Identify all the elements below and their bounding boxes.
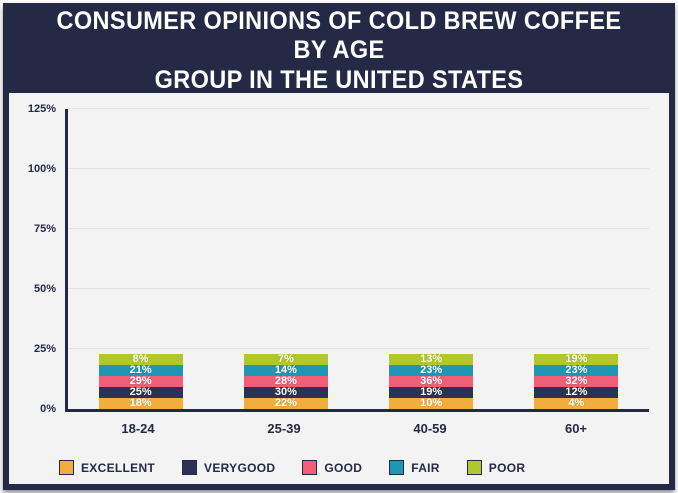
legend-swatch xyxy=(302,460,318,475)
bar-segment-excellent: 10% xyxy=(389,397,474,409)
bar-segment-value: 8% xyxy=(132,353,149,365)
legend: EXCELLENT VERYGOOD GOOD FAIR POOR xyxy=(59,460,669,475)
bar-segment-value: 14% xyxy=(274,364,297,376)
gridline xyxy=(68,228,649,229)
bar-segment-poor: 7% xyxy=(243,353,328,365)
legend-swatch xyxy=(389,460,405,475)
bar-segment-fair: 23% xyxy=(389,364,474,376)
plot-row: 0% 25% 50% 75% 100% 125% 18% 25% 29% 21% 8% 22% 30%… xyxy=(17,103,649,415)
stacked-bar-18-24: 18% 25% 29% 21% 8% xyxy=(98,353,183,409)
bar-segment-poor: 8% xyxy=(98,353,183,365)
y-tick-label: 125% xyxy=(27,103,56,115)
legend-label: VERYGOOD xyxy=(204,460,276,475)
stacked-bar-40-59: 10% 19% 36% 23% 13% xyxy=(389,353,474,409)
gridline xyxy=(68,108,649,109)
y-axis: 0% 25% 50% 75% 100% 125% xyxy=(17,103,65,415)
x-axis-labels: 18-24 25-39 40-59 60+ xyxy=(65,412,649,436)
bar-segment-value: 32% xyxy=(565,375,588,387)
chart-title-line1: CONSUMER OPINIONS OF COLD BREW COFFEE BY… xyxy=(56,6,622,65)
bar-segment-verygood: 30% xyxy=(243,386,328,398)
stacked-bar-25-39: 22% 30% 28% 14% 7% xyxy=(243,353,328,409)
chart-card: CONSUMER OPINIONS OF COLD BREW COFFEE BY… xyxy=(3,3,675,490)
gridline xyxy=(68,348,649,349)
bar-segment-excellent: 4% xyxy=(534,397,619,409)
bar-segment-value: 12% xyxy=(565,386,588,398)
bar-segment-value: 22% xyxy=(274,397,297,409)
bar-segment-value: 13% xyxy=(420,353,443,365)
legend-swatch xyxy=(466,460,482,475)
legend-label: GOOD xyxy=(324,460,363,475)
y-tick-label: 75% xyxy=(33,223,56,235)
bar-segment-fair: 23% xyxy=(534,364,619,376)
y-tick-label: 25% xyxy=(33,343,56,355)
gridline xyxy=(68,288,649,289)
bar-segment-poor: 19% xyxy=(534,353,619,365)
bar-segment-value: 21% xyxy=(129,364,152,376)
bar-segment-value: 19% xyxy=(565,353,588,365)
bar-segment-value: 10% xyxy=(420,397,443,409)
gridline xyxy=(68,168,649,169)
bar-segment-value: 28% xyxy=(274,375,297,387)
bar-segment-value: 36% xyxy=(420,375,443,387)
chart-title: CONSUMER OPINIONS OF COLD BREW COFFEE BY… xyxy=(48,7,631,96)
legend-swatch xyxy=(182,460,198,475)
y-tick-label: 100% xyxy=(27,163,56,175)
bar-segment-value: 23% xyxy=(420,364,443,376)
bar-segment-verygood: 25% xyxy=(98,386,183,398)
legend-item-verygood: VERYGOOD xyxy=(182,460,275,475)
bar-segment-fair: 14% xyxy=(243,364,328,376)
legend-item-excellent: EXCELLENT xyxy=(59,460,155,475)
bar-segment-excellent: 22% xyxy=(243,397,328,409)
stacked-bar-60+: 4% 12% 32% 23% 19% xyxy=(534,353,619,409)
chart-area: 0% 25% 50% 75% 100% 125% 18% 25% 29% 21% 8% 22% 30%… xyxy=(17,103,649,436)
legend-label: POOR xyxy=(488,460,526,475)
legend-item-fair: FAIR xyxy=(389,460,440,475)
bar-segment-fair: 21% xyxy=(98,364,183,376)
bar-segment-excellent: 18% xyxy=(98,397,183,409)
plot-area: 18% 25% 29% 21% 8% 22% 30% 28% 14% 7% 10% 19% 36% 23%… xyxy=(65,108,649,412)
bar-segment-poor: 13% xyxy=(389,353,474,365)
bar-segment-verygood: 12% xyxy=(534,386,619,398)
legend-label: FAIR xyxy=(411,460,440,475)
x-axis-label-25-39: 25-39 xyxy=(267,421,301,436)
bar-segment-value: 7% xyxy=(277,353,294,365)
chart-title-line2: GROUP IN THE UNITED STATES xyxy=(154,65,524,94)
legend-label: EXCELLENT xyxy=(81,460,156,475)
legend-item-good: GOOD xyxy=(302,460,362,475)
x-axis-label-60+: 60+ xyxy=(564,421,588,436)
bar-segment-verygood: 19% xyxy=(389,386,474,398)
bar-segment-value: 29% xyxy=(129,375,152,387)
x-axis-label-40-59: 40-59 xyxy=(413,421,447,436)
bars-container: 18% 25% 29% 21% 8% 22% 30% 28% 14% 7% 10% 19% 36% 23%… xyxy=(68,109,649,409)
bar-segment-value: 4% xyxy=(568,397,585,409)
bar-segment-good: 28% xyxy=(243,375,328,387)
bar-segment-value: 18% xyxy=(129,397,152,409)
x-axis-label-18-24: 18-24 xyxy=(121,421,155,436)
bar-segment-value: 25% xyxy=(129,386,152,398)
legend-item-poor: POOR xyxy=(466,460,526,475)
y-tick-label: 50% xyxy=(33,283,56,295)
chart-header: CONSUMER OPINIONS OF COLD BREW COFFEE BY… xyxy=(9,7,669,96)
bar-segment-value: 23% xyxy=(565,364,588,376)
bar-segment-good: 36% xyxy=(389,375,474,387)
bar-segment-good: 32% xyxy=(534,375,619,387)
bar-segment-value: 19% xyxy=(420,386,443,398)
bar-segment-value: 30% xyxy=(274,386,297,398)
y-tick-label: 0% xyxy=(40,403,56,415)
legend-swatch xyxy=(59,460,74,475)
bar-segment-good: 29% xyxy=(98,375,183,387)
